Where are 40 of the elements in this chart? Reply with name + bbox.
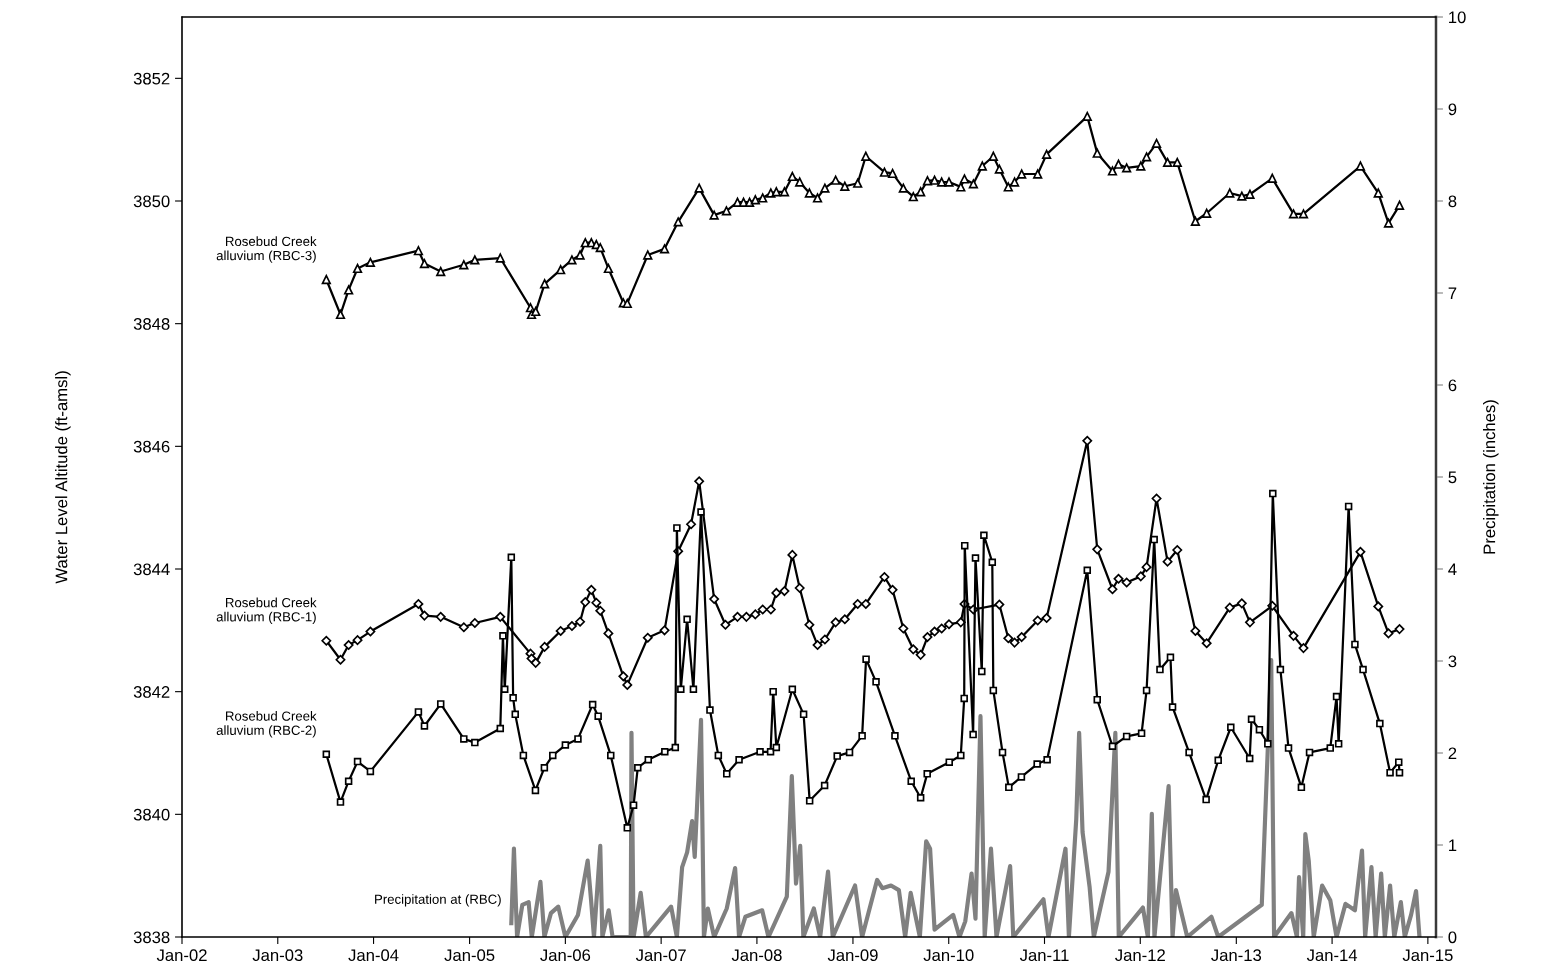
x-tick-label: Jan-05 xyxy=(444,949,495,962)
x-tick-label: Jan-12 xyxy=(1115,949,1165,962)
y-tick-label: 3844 xyxy=(133,563,170,576)
series-label: Rosebud Creek alluvium (RBC-3) xyxy=(216,236,317,263)
y-tick-label: 3840 xyxy=(133,808,170,821)
y2-tick-label: 1 xyxy=(1449,839,1457,852)
y-tick-label: 3842 xyxy=(133,686,170,698)
x-tick-label: Jan-11 xyxy=(1019,949,1069,962)
y2-tick-label: 2 xyxy=(1448,747,1457,760)
y2-tick-label: 9 xyxy=(1448,103,1457,116)
x-tick-label: Jan-14 xyxy=(1306,949,1358,962)
series-label: Rosebud Creek alluvium (RBC-1) xyxy=(216,597,317,625)
x-tick-label: Jan-04 xyxy=(348,949,399,962)
x-tick-label: Jan-02 xyxy=(156,949,207,962)
x-tick-label: Jan-03 xyxy=(252,949,303,962)
x-tick-label: Jan-10 xyxy=(923,949,974,962)
series-label: Rosebud Creek alluvium (RBC-2) xyxy=(216,711,317,738)
y2-tick-label: 10 xyxy=(1449,11,1466,24)
y2-tick-label: 0 xyxy=(1448,931,1457,944)
y2-tick-label: 6 xyxy=(1448,379,1457,392)
y2-tick-label: 7 xyxy=(1448,287,1457,300)
y2-axis-title: Precipitation (inches) xyxy=(1483,400,1499,554)
x-tick-label: Jan-15 xyxy=(1402,949,1453,962)
y-axis-title: Water Level Altitude (ft-amsl) xyxy=(55,371,71,584)
x-tick-label: Jan-13 xyxy=(1211,949,1262,962)
y-tick-label: 3838 xyxy=(133,931,170,944)
x-tick-label: Jan-06 xyxy=(540,949,591,962)
line-series xyxy=(509,657,1422,937)
y2-tick-label: 3 xyxy=(1448,655,1457,668)
x-tick-label: Jan-08 xyxy=(731,949,782,962)
x-tick-label: Jan-07 xyxy=(635,949,686,962)
y2-tick-label: 5 xyxy=(1448,471,1457,484)
x-tick-label: Jan-09 xyxy=(827,949,878,962)
series-label: Precipitation at (RBC) xyxy=(375,894,501,907)
y2-tick-label: 8 xyxy=(1448,195,1457,208)
y-tick-label: 3852 xyxy=(133,72,170,85)
y-tick-label: 3846 xyxy=(133,440,170,453)
y-tick-label: 3848 xyxy=(133,318,170,330)
y-tick-label: 3850 xyxy=(133,195,170,208)
y2-tick-label: 4 xyxy=(1448,563,1457,576)
